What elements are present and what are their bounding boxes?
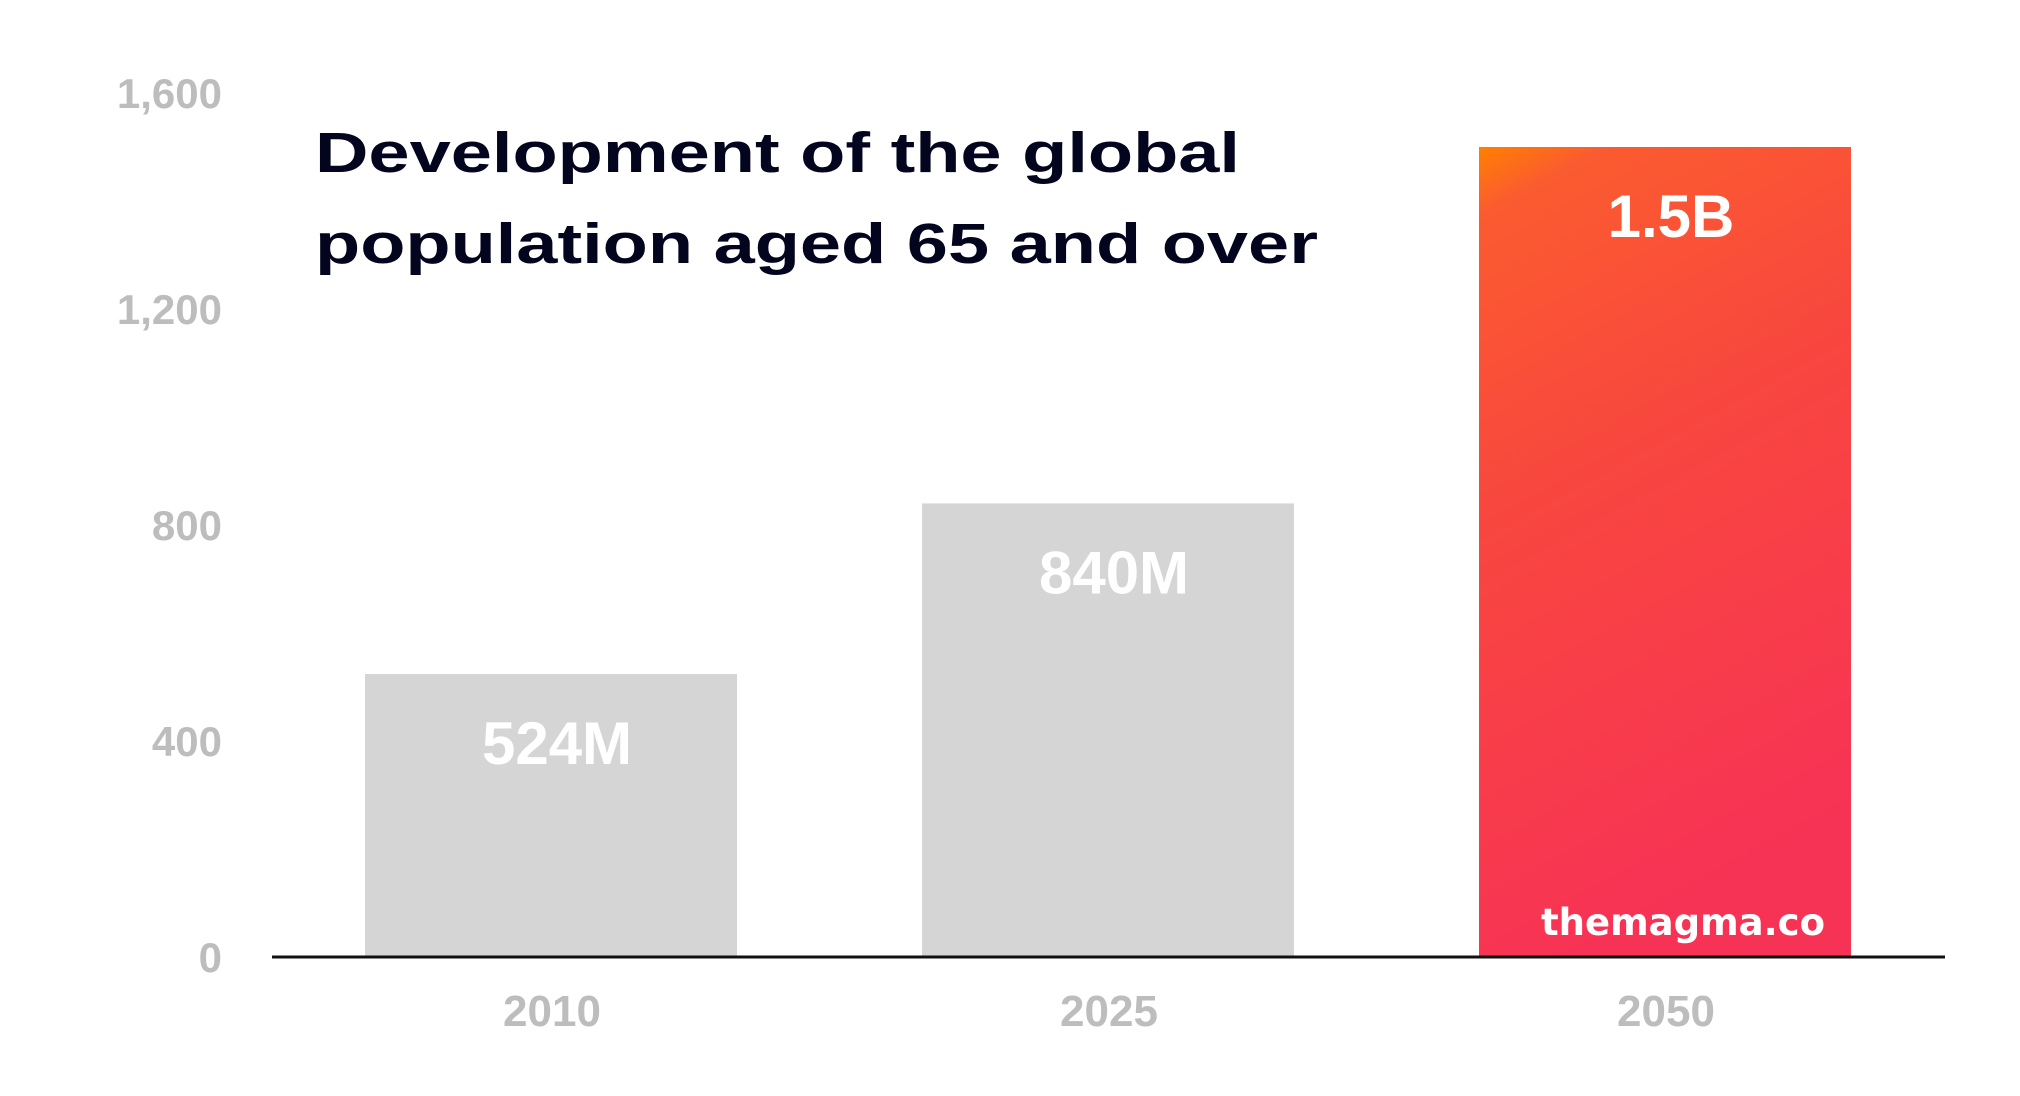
y-tick-label: 1,600 [117,70,222,117]
bar-value-label: 524M [482,710,632,777]
chart-title-line-1: Development of the global [315,121,1240,185]
bar-value-label: 1.5B [1608,183,1735,250]
bar-2025 [922,503,1294,957]
x-tick-label: 2025 [1060,987,1158,1036]
y-tick-label: 1,200 [117,286,222,333]
bar-value-label: 840M [1039,539,1189,606]
x-tick-label: 2010 [503,987,601,1036]
y-tick-label: 400 [152,718,222,765]
bar-2050 [1479,147,1851,957]
bar-2010 [365,674,737,957]
bars: 524M 840M 1.5B [365,147,1851,957]
y-axis-ticks: 0 400 800 1,200 1,600 [117,70,222,981]
chart-title: Development of the global population age… [315,121,1318,276]
x-axis-ticks: 2010 2025 2050 [503,987,1715,1036]
y-tick-label: 0 [199,934,222,981]
watermark: themagma.co [1541,901,1825,944]
chart-title-line-2: population aged 65 and over [315,212,1318,276]
y-tick-label: 800 [152,502,222,549]
x-tick-label: 2050 [1617,987,1715,1036]
